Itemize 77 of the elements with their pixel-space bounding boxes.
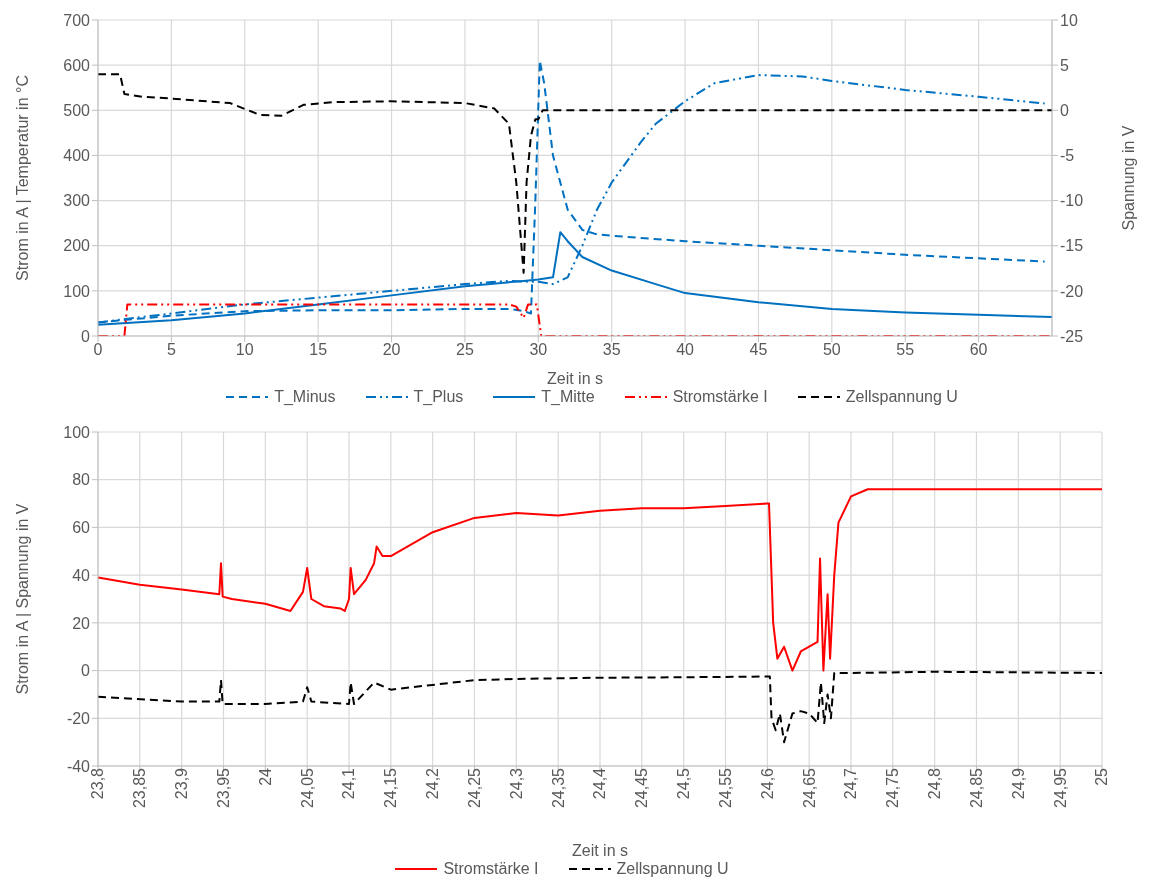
y-tick-label: 0: [81, 662, 91, 680]
x-tick-label: 24,25: [465, 767, 483, 809]
y2-tick-label: -20: [1060, 282, 1084, 300]
y-tick-label: 500: [63, 101, 91, 119]
x-tick-label: 10: [235, 341, 254, 359]
x-tick-label: 24,1: [340, 767, 358, 800]
line-series: [98, 73, 1052, 274]
x-tick-label: 24,4: [591, 767, 609, 800]
y-tick-label: 100: [63, 423, 91, 441]
y-tick-label: 400: [63, 147, 91, 165]
x-tick-label: 50: [822, 341, 841, 359]
legend-label: T_Mitte: [541, 388, 595, 406]
y2-tick-label: 10: [1060, 11, 1078, 29]
x-tick-label: 24,3: [507, 767, 525, 800]
legend-label: Stromstärke I: [443, 860, 539, 878]
y-axis-title: Strom in A | Spannung in V: [13, 503, 31, 695]
x-tick-label: 23,8: [89, 767, 107, 800]
x-tick-label: 30: [529, 341, 548, 359]
legend-label: T_Minus: [274, 388, 336, 406]
x-tick-label: 24,75: [884, 767, 902, 809]
x-tick-label: 5: [166, 341, 176, 359]
x-tick-label: 23,95: [214, 767, 232, 809]
y-tick-label: 300: [63, 192, 91, 210]
y2-tick-label: 5: [1060, 56, 1069, 74]
legend-label: Zellspannung U: [845, 388, 958, 406]
x-tick-label: 40: [676, 341, 695, 359]
x-tick-label: 45: [749, 341, 768, 359]
x-tick-label: 25: [456, 341, 474, 359]
x-tick-label: 24,8: [926, 767, 944, 800]
x-tick-label: 24,5: [675, 767, 693, 800]
x-tick-label: 55: [896, 341, 915, 359]
x-axis-title: Zeit in s: [546, 370, 604, 387]
y2-tick-label: 0: [1060, 101, 1069, 119]
x-tick-label: 24,15: [382, 767, 400, 809]
legend-label: Stromstärke I: [672, 388, 768, 406]
x-axis-title: Zeit in s: [571, 842, 629, 859]
y-tick-label: 700: [63, 11, 91, 29]
x-tick-label: 23,85: [131, 767, 149, 809]
y-tick-label: 600: [63, 56, 91, 74]
x-tick-label: 24,7: [842, 767, 860, 800]
y-tick-label: 80: [72, 471, 91, 489]
line-series: [98, 488, 1102, 672]
y-tick-label: -20: [66, 709, 91, 727]
y2-tick-label: -5: [1060, 147, 1075, 165]
x-tick-label: 24,6: [758, 767, 776, 800]
x-tick-label: 24: [256, 767, 274, 786]
line-series: [98, 670, 1102, 744]
x-tick-label: 24,45: [633, 767, 651, 809]
y-tick-label: 200: [63, 237, 91, 255]
x-tick-label: 24,35: [549, 767, 567, 809]
y-tick-label: 0: [81, 327, 91, 345]
y-tick-label: 100: [63, 282, 91, 300]
y2-tick-label: -15: [1060, 237, 1084, 255]
legend-label: Zellspannung U: [616, 860, 729, 878]
x-tick-label: 15: [309, 341, 328, 359]
x-tick-label: 24,95: [1051, 767, 1069, 809]
x-tick-label: 35: [602, 341, 621, 359]
x-tick-label: 24,05: [298, 767, 316, 809]
y-tick-label: 60: [72, 519, 91, 537]
y-tick-label: 20: [72, 614, 91, 632]
x-tick-label: 60: [969, 341, 988, 359]
y2-tick-label: -25: [1060, 327, 1084, 345]
legend-label: T_Plus: [413, 388, 464, 406]
x-tick-label: 24,65: [800, 767, 818, 809]
y-tick-label: -40: [66, 757, 91, 775]
x-tick-label: 24,85: [967, 767, 985, 809]
x-tick-label: 24,2: [424, 767, 442, 800]
x-tick-label: 24,55: [716, 767, 734, 809]
y2-axis-title: Spannung in V: [1119, 125, 1137, 231]
y2-tick-label: -10: [1060, 192, 1084, 210]
x-tick-label: 20: [382, 341, 401, 359]
x-tick-label: 23,9: [173, 767, 191, 800]
x-tick-label: 25: [1093, 767, 1111, 786]
x-tick-label: 24,9: [1009, 767, 1027, 800]
y-tick-label: 40: [72, 566, 91, 584]
y-axis-title: Strom in A | Temperatur in °C: [13, 75, 31, 281]
x-tick-label: 0: [93, 341, 103, 359]
